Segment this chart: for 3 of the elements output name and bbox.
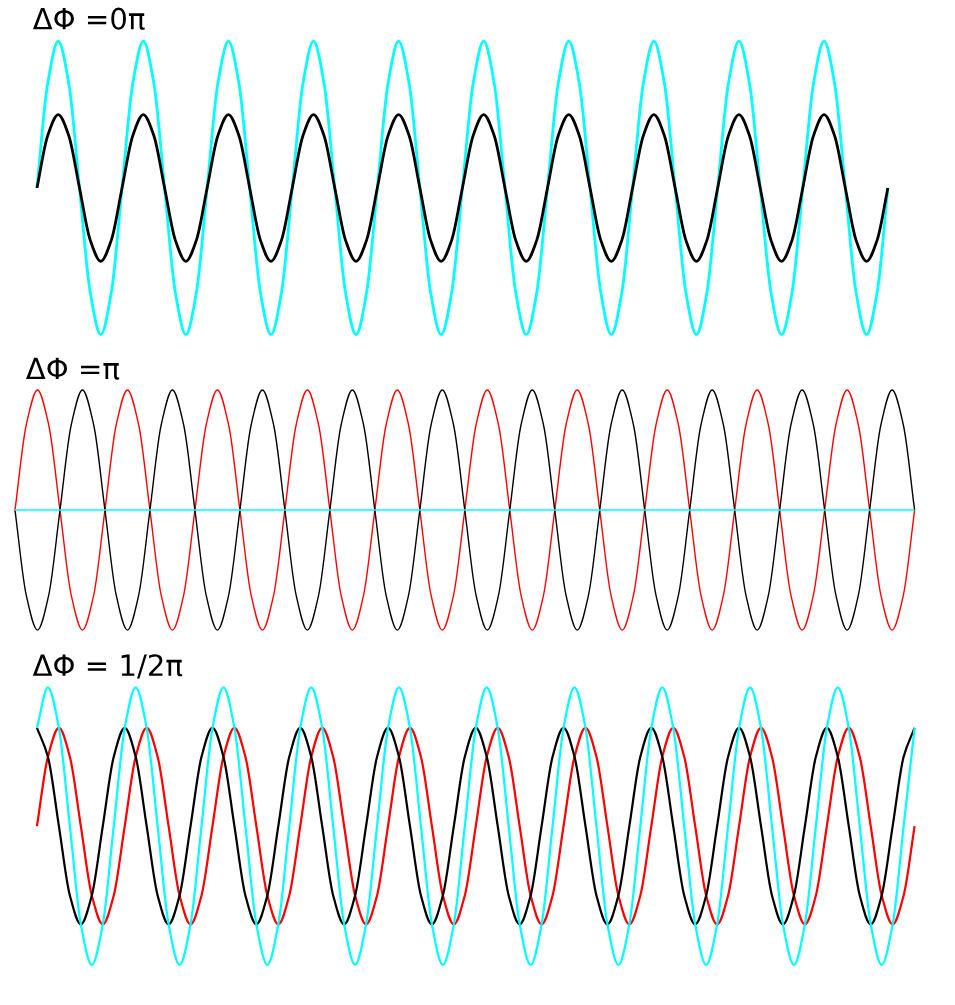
chart-title: ΔΦ =π bbox=[26, 357, 120, 380]
chart-title: ΔΦ =0π bbox=[32, 7, 145, 30]
chart-title: ΔΦ = 1/2π bbox=[32, 654, 183, 679]
